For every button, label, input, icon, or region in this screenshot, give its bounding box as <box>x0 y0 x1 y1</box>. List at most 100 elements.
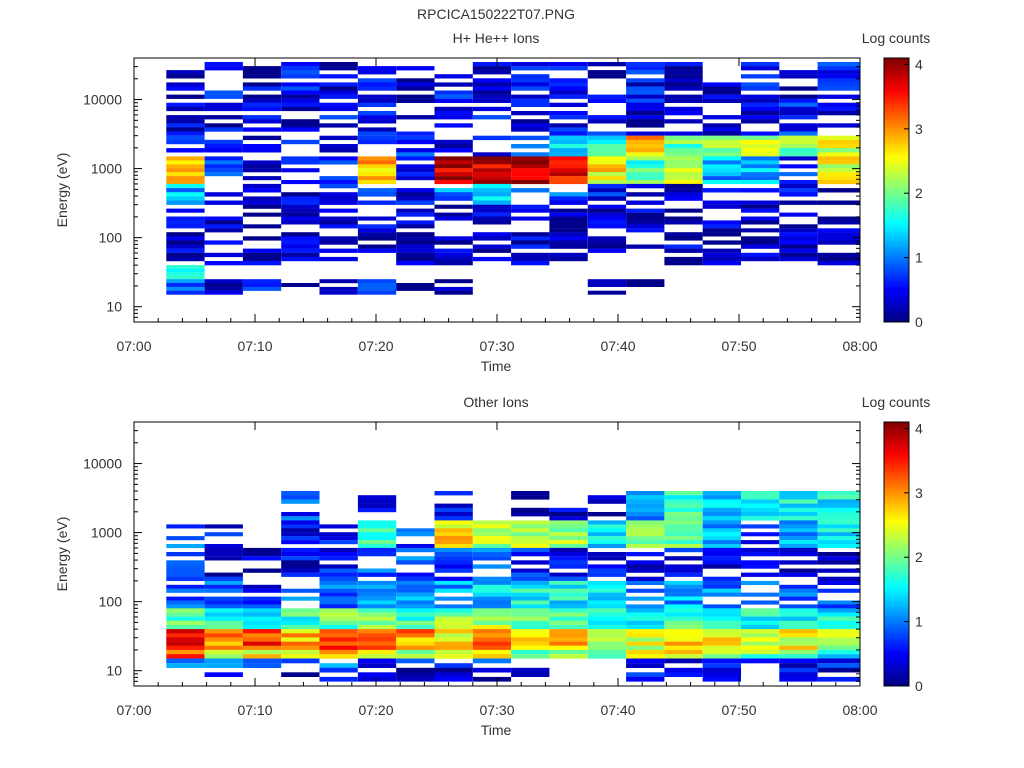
heatmap-cell <box>319 200 358 205</box>
colorbar-swatch <box>884 536 909 539</box>
heatmap-cell <box>204 552 243 557</box>
heatmap-cell <box>702 556 741 561</box>
heatmap-cell <box>242 248 282 253</box>
heatmap-cell <box>741 592 780 597</box>
colorbar-frame <box>883 57 910 323</box>
heatmap-cell <box>204 216 243 221</box>
heatmap-cell <box>281 156 320 161</box>
heatmap-cell <box>779 667 818 673</box>
heatmap-cell <box>242 115 282 120</box>
colorbar-swatch <box>884 463 909 467</box>
heatmap-cell <box>204 580 243 585</box>
heatmap-cell <box>472 596 512 601</box>
heatmap-cell <box>357 654 397 659</box>
heatmap-cell <box>664 516 703 521</box>
heatmap-cell <box>396 556 435 561</box>
heatmap-cell <box>702 156 741 161</box>
heatmap-cell <box>511 524 550 529</box>
heatmap-cell <box>664 625 703 630</box>
heatmap-cell <box>472 98 512 103</box>
heatmap-cell <box>626 208 665 213</box>
heatmap-cell <box>357 176 397 181</box>
heatmap-cell <box>281 560 320 565</box>
heatmap-cell <box>549 90 588 95</box>
heatmap-cell <box>779 256 818 262</box>
heatmap-cell <box>511 645 550 651</box>
heatmap-cell <box>396 572 435 577</box>
colorbar-swatch <box>884 573 909 577</box>
heatmap-cell <box>511 608 550 613</box>
heatmap-cell <box>741 82 780 87</box>
heatmap-cell <box>434 633 473 638</box>
heatmap-cell <box>549 540 588 545</box>
heatmap-cell <box>242 200 282 205</box>
heatmap-cell <box>779 663 818 668</box>
heatmap-cell <box>817 62 860 67</box>
heatmap-cell <box>741 256 780 262</box>
heatmap-cell <box>779 608 818 613</box>
heatmap-cell <box>626 620 665 626</box>
heatmap-cell <box>664 592 703 597</box>
heatmap-cell <box>741 507 780 513</box>
heatmap-cell <box>319 74 358 79</box>
colorbar-swatch <box>884 679 909 682</box>
heatmap-cell <box>626 86 665 91</box>
heatmap-cell <box>817 612 860 617</box>
heatmap-cell <box>472 564 512 569</box>
heatmap-cell <box>664 532 703 537</box>
top-panel: H+ He++ Ions Log counts 07:00 07:10 07:20 0… <box>54 30 930 374</box>
heatmap-cell <box>702 672 741 677</box>
heatmap-cell <box>511 572 550 577</box>
colorbar-swatch <box>884 113 909 116</box>
heatmap-cell <box>357 649 397 655</box>
heatmap-cell <box>166 544 205 549</box>
colorbar-swatch <box>884 179 909 182</box>
heatmap-cell <box>319 256 358 262</box>
heatmap-cell <box>817 228 860 233</box>
heatmap-cell <box>702 532 741 537</box>
colorbar-swatch <box>884 499 909 502</box>
heatmap-cell <box>357 66 397 71</box>
heatmap-cell <box>587 580 627 585</box>
heatmap-cell <box>242 168 282 173</box>
heatmap-cell <box>281 649 320 655</box>
heatmap-cell <box>779 528 818 533</box>
colorbar-swatch <box>884 319 909 323</box>
heatmap-cell <box>664 216 703 221</box>
heatmap-cell <box>549 580 588 585</box>
heatmap-cell <box>204 66 243 71</box>
heatmap-cell <box>434 90 473 95</box>
heatmap-cell <box>664 236 703 241</box>
colorbar-swatch <box>884 130 909 134</box>
heatmap-cell <box>817 600 860 605</box>
heatmap-cell <box>242 164 282 169</box>
heatmap-cell <box>702 232 741 237</box>
heatmap-cell <box>281 528 320 533</box>
y-tick-label: 10 <box>106 299 122 315</box>
heatmap-cell <box>204 612 243 617</box>
heatmap-cell <box>434 148 473 153</box>
heatmap-cell <box>281 516 320 521</box>
colorbar-swatch <box>884 284 909 288</box>
heatmap-cell <box>472 645 512 651</box>
heatmap-cell <box>281 588 320 593</box>
colorbar-swatch <box>884 587 909 590</box>
heatmap-cell <box>472 168 512 173</box>
heatmap-cell <box>626 180 665 185</box>
colorbar-swatch <box>884 223 909 226</box>
colorbar-swatch <box>884 148 909 151</box>
heatmap-cell <box>281 208 320 213</box>
heatmap-cell <box>511 528 550 533</box>
heatmap-cell <box>511 252 550 258</box>
colorbar-swatch <box>884 446 909 449</box>
heatmap-cell <box>549 152 588 157</box>
colorbar-swatch <box>884 604 909 608</box>
heatmap-cell <box>472 667 512 673</box>
heatmap-cell <box>472 212 512 217</box>
heatmap-cell <box>434 584 473 589</box>
heatmap-cell <box>626 552 665 557</box>
heatmap-cell <box>779 200 818 205</box>
heatmap-cell <box>357 544 397 549</box>
colorbar-swatch <box>884 424 909 427</box>
